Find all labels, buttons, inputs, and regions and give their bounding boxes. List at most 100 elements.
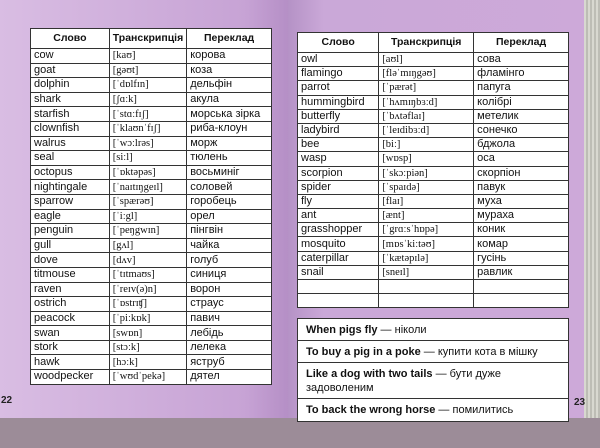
transcription-cell: [ˈspærəʊ] [108, 193, 188, 210]
word-cell: starfish [30, 106, 110, 122]
translation-cell: голуб [186, 252, 272, 268]
idiom-english: When pigs fly [306, 324, 378, 336]
transcription-cell: [ˈiːgl] [108, 208, 188, 225]
transcription-cell: [gəʊt] [108, 62, 188, 79]
table-row: eagle [ˈiːgl] орел [30, 208, 272, 225]
transcription-cell: [wɒsp] [378, 151, 475, 167]
word-cell: hummingbird [296, 94, 380, 110]
header-row: Слово Транскрипція Переклад [296, 32, 569, 53]
transcription-cell: [ˈwɔːlrəs] [108, 135, 188, 152]
table-row: walrus [ˈwɔːlrəs] морж [30, 135, 272, 152]
translation-cell: соловей [186, 179, 272, 195]
idiom-line: Like a dog with two tails — бути дуже за… [298, 363, 568, 399]
translation-cell: оса [473, 151, 569, 167]
word-cell: ladybird [296, 122, 380, 139]
word-cell: parrot [296, 80, 380, 96]
idiom-english: Like a dog with two tails [306, 368, 433, 380]
table-row: stork [stɔːk] лелека [30, 339, 272, 356]
table-row: peacock [ˈpiːkɒk] павич [30, 310, 272, 327]
transcription-cell: [ˈɒktəpəs] [108, 164, 188, 181]
transcription-cell: [ˈpeŋgwɪn] [108, 223, 188, 239]
word-cell: dove [30, 252, 110, 268]
transcription-cell: [gʌl] [108, 237, 188, 254]
transcription-cell: [dʌv] [108, 252, 188, 268]
transcription-cell: [aʊl] [378, 51, 475, 68]
translation-cell [473, 278, 569, 295]
page-number-right: 23 [574, 397, 586, 408]
table-row: raven [ˈreɪv(ə)n] ворон [30, 281, 272, 298]
table-row: octopus [ˈɒktəpəs] восьминіг [30, 164, 272, 181]
idiom-line: To back the wrong horse — помилитись [306, 404, 514, 416]
transcription-cell [378, 278, 475, 295]
translation-cell: дельфін [186, 77, 272, 93]
transcription-cell: [ˈbʌtəflaɪ] [378, 108, 475, 124]
column-header: Переклад [473, 32, 569, 53]
transcription-cell: [siːl] [108, 150, 188, 166]
transcription-cell: [ˈɒstrɪʧ] [108, 296, 188, 312]
table-row: swan [swɒn] лебідь [30, 325, 272, 341]
word-cell: goat [30, 62, 110, 79]
word-cell: hawk [30, 354, 110, 371]
word-cell: penguin [30, 223, 110, 239]
column-header: Слово [296, 32, 380, 53]
word-cell: mosquito [296, 236, 380, 252]
translation-cell: дятел [186, 369, 272, 385]
column-header: Транскрипція [378, 32, 475, 53]
table-row: mosquito [mɒsˈkiːtəʊ] комар [296, 236, 569, 252]
table-row: grasshopper [ˈgrɑːsˈhɒpə] коник [296, 222, 569, 238]
word-cell: seal [30, 150, 110, 166]
transcription-cell: [ˈreɪv(ə)n] [108, 281, 188, 298]
table-row: cow [kaʊ] корова [30, 48, 272, 64]
idiom-line: To buy a pig in a poke — купити кота в м… [298, 341, 568, 363]
transcription-cell: [mɒsˈkiːtəʊ] [378, 236, 475, 252]
word-cell: stork [30, 339, 110, 356]
word-cell: dolphin [30, 77, 110, 93]
translation-cell: скорпіон [473, 165, 569, 181]
word-cell: walrus [30, 135, 110, 152]
transcription-cell: [fləˈmɪŋgəʊ] [378, 66, 475, 82]
translation-cell: пінгвін [186, 223, 272, 239]
table-row: wasp [wɒsp] оса [296, 151, 569, 167]
table-row: snail [sneɪl] равлик [296, 264, 569, 281]
word-cell: raven [30, 281, 110, 298]
table-surface [0, 418, 600, 448]
word-cell: eagle [30, 208, 110, 225]
word-cell: clownfish [30, 120, 110, 137]
translation-cell: равлик [473, 264, 569, 281]
idiom-translation: купити кота в мішку [437, 346, 538, 358]
word-cell [296, 278, 380, 295]
table-row: hummingbird [ˈhʌmɪŋbɜːd] колібрі [296, 94, 569, 110]
word-cell: shark [30, 91, 110, 108]
vocabulary-table-right: Слово Транскрипція Переклад owl [aʊl] сова fla… [296, 32, 569, 309]
word-cell: grasshopper [296, 222, 380, 238]
word-cell: caterpillar [296, 250, 380, 266]
translation-cell: метелик [473, 108, 569, 124]
word-cell: swan [30, 325, 110, 341]
table-row: starfish [ˈstɑːfɪʃ] морська зірка [30, 106, 272, 122]
table-row: butterfly [ˈbʌtəflaɪ] метелик [296, 108, 569, 124]
translation-cell: павук [473, 179, 569, 195]
header-row: Слово Транскрипція Переклад [30, 28, 272, 49]
table-row: seal [siːl] тюлень [30, 150, 272, 166]
translation-cell: страус [186, 296, 272, 312]
transcription-cell: [sneɪl] [378, 264, 475, 281]
column-header: Слово [30, 28, 110, 49]
translation-cell: восьминіг [186, 164, 272, 181]
table-row: goat [gəʊt] коза [30, 62, 272, 79]
translation-cell: коза [186, 62, 272, 79]
translation-cell: гусінь [473, 250, 569, 266]
idiom-translation: ніколи [394, 324, 427, 336]
table-row: bee [biː] бджола [296, 137, 569, 153]
transcription-cell: [ˈskɔːpiən] [378, 165, 475, 181]
table-row [296, 293, 569, 309]
word-cell: snail [296, 264, 380, 281]
transcription-cell: [ˈspaɪdə] [378, 179, 475, 195]
translation-cell: корова [186, 48, 272, 64]
transcription-cell: [ʃɑːk] [108, 91, 188, 108]
translation-cell: лебідь [186, 325, 272, 341]
transcription-cell: [ˈnaɪtɪŋgeɪl] [108, 179, 188, 195]
word-cell [296, 293, 380, 309]
table-row: woodpecker [ˈwʊdˈpekə] дятел [30, 369, 272, 385]
translation-cell: комар [473, 236, 569, 252]
translation-cell: коник [473, 222, 569, 238]
